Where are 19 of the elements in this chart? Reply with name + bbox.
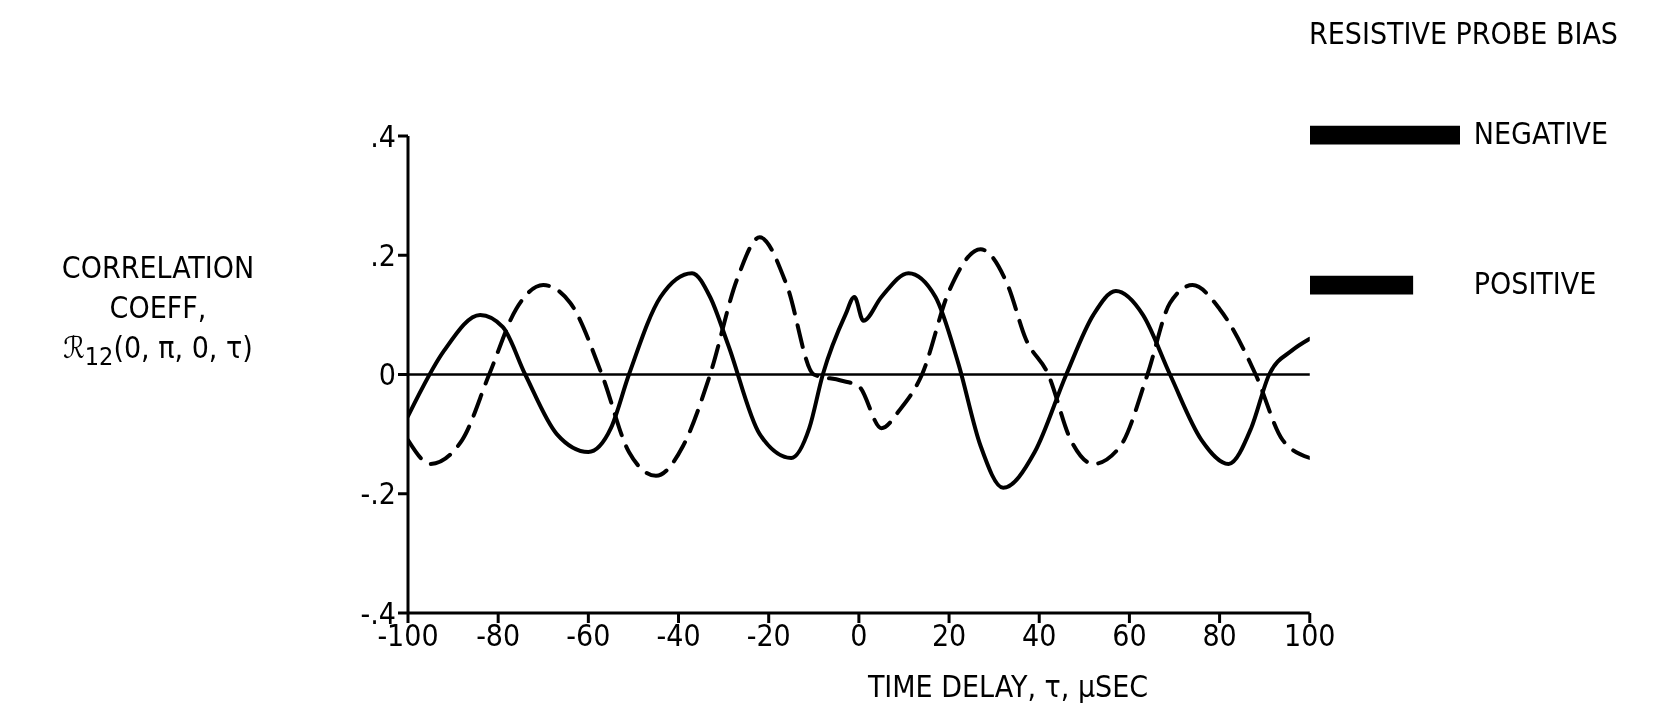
x-tick-label: 40 [1022,618,1057,654]
x-tick-label: 60 [1112,618,1147,654]
x-axis-title: TIME DELAY, τ, μSEC [866,669,1150,704]
x-tick-label: -20 [746,618,791,654]
y-axis-title: CORRELATION COEFF, ℛ$_{12}$(0, π, 0, τ) [60,249,256,373]
y-tick-label: .4 [370,118,396,154]
x-tick-label: 80 [1202,618,1237,654]
x-tick-label: 20 [931,618,967,654]
x-tick-label: 100 [1284,618,1336,654]
y-tick-label: 0 [378,357,396,393]
legend-label: NEGATIVE [1473,115,1608,151]
legend-label: POSITIVE [1473,265,1597,301]
x-tick-label: -80 [476,618,521,654]
x-tick-label: -60 [566,618,611,654]
x-tick-label: -40 [656,618,701,654]
legend-title: RESISTIVE PROBE BIAS [1308,16,1618,51]
y-tick-label: .2 [370,237,396,273]
y-tick-label: -.2 [360,476,396,512]
x-tick-label: 0 [850,618,868,654]
